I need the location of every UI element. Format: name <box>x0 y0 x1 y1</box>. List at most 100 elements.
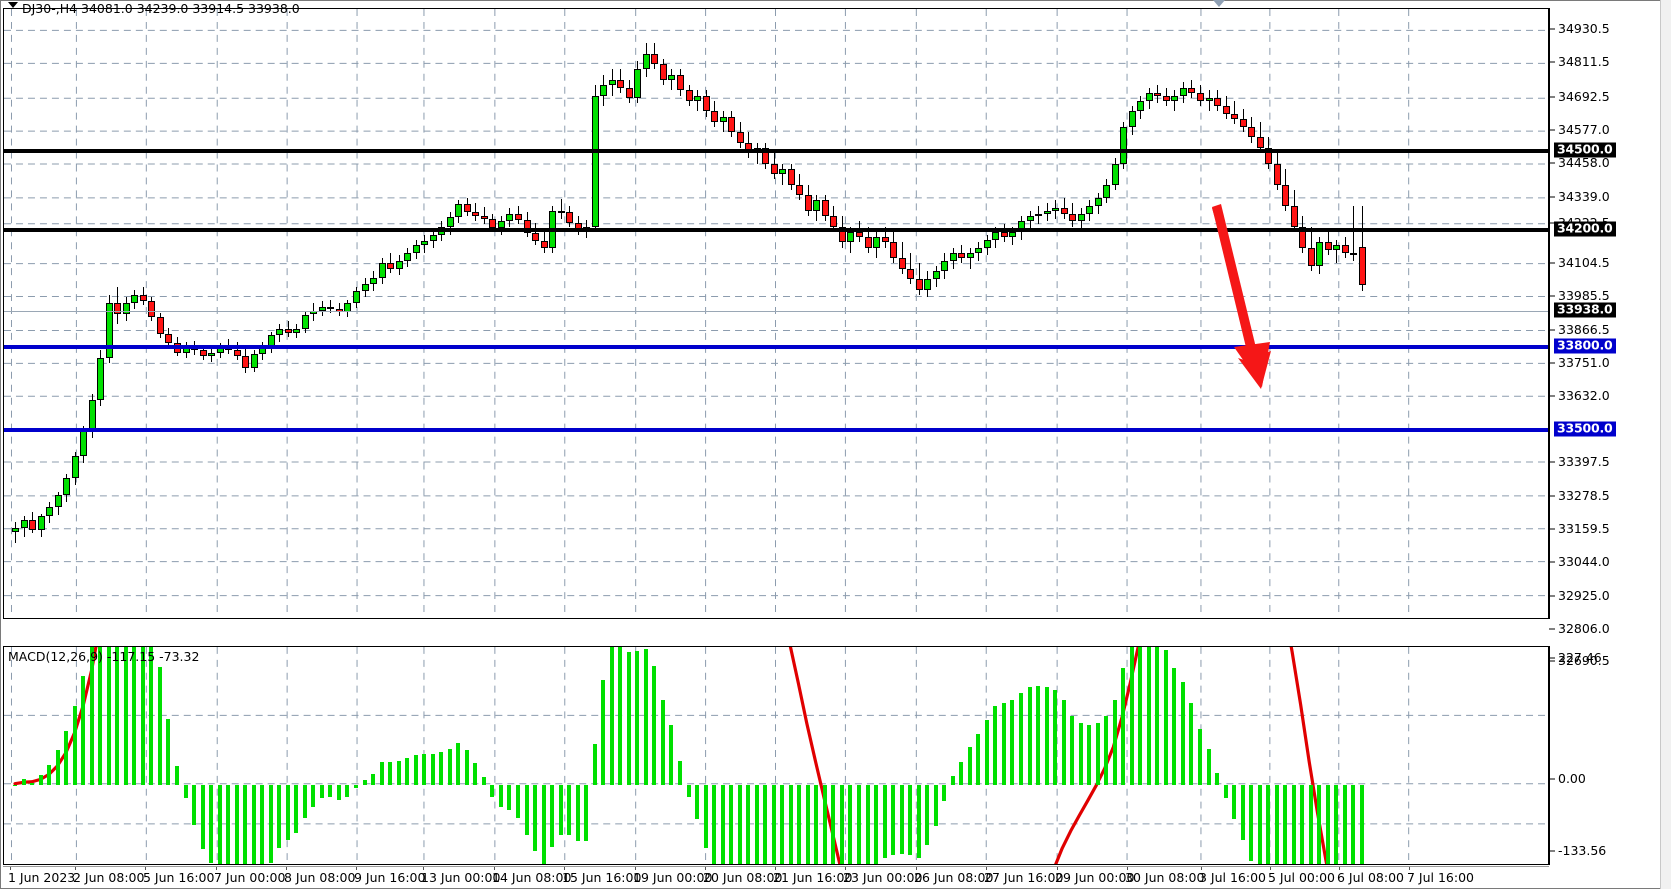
candle-body <box>464 204 471 213</box>
candle-body <box>711 111 718 122</box>
price-level-label-33938-0[interactable]: 33938.0 <box>1554 302 1616 318</box>
macd-histogram-bar <box>695 784 699 820</box>
macd-histogram-bar <box>1215 773 1219 785</box>
macd-chart-panel[interactable] <box>3 646 1549 865</box>
macd-histogram-bar <box>166 718 170 785</box>
price-axis-label: 32806.0 <box>1558 621 1610 636</box>
price-axis-label: 34339.0 <box>1558 189 1610 204</box>
time-axis-tick <box>775 867 776 870</box>
time-axis-tick <box>845 867 846 870</box>
candle-body <box>1299 226 1306 248</box>
macd-histogram-bar <box>149 647 153 785</box>
price-chart-panel[interactable] <box>3 8 1549 619</box>
candle-body <box>80 431 87 457</box>
macd-axis[interactable]: 227.46 0.00 -133.56 <box>1549 646 1671 865</box>
candle-body <box>447 217 454 227</box>
price-axis[interactable]: 34930.5 34811.5 34692.5 34577.0 34500.0 34458… <box>1549 8 1671 667</box>
level-line-current-price-33938[interactable] <box>4 311 1548 312</box>
level-line-resistance-34200[interactable] <box>4 228 1548 232</box>
chart-dropdown-icon[interactable] <box>8 2 18 8</box>
candle-body <box>890 242 897 259</box>
candle-wick <box>1234 100 1235 125</box>
macd-histogram-bar <box>1010 699 1014 785</box>
candle-body <box>1223 106 1230 114</box>
macd-histogram-bar <box>542 784 546 864</box>
candle-body <box>165 334 172 344</box>
price-level-label-33500-0[interactable]: 33500.0 <box>1554 421 1616 437</box>
candle-body <box>1359 247 1366 285</box>
macd-histogram-bar <box>1283 784 1287 864</box>
candle-body <box>950 252 957 261</box>
level-line-support-33800[interactable] <box>4 345 1548 349</box>
macd-histogram-bar <box>968 747 972 785</box>
candle-body <box>737 132 744 143</box>
macd-histogram-bar <box>746 784 750 864</box>
macd-histogram-bar <box>550 784 554 847</box>
candle-wick <box>723 111 724 133</box>
macd-histogram-bar <box>465 750 469 785</box>
macd-histogram-bar <box>303 784 307 818</box>
macd-histogram-bar <box>1266 784 1270 864</box>
macd-histogram-bar <box>1317 784 1321 864</box>
candle-wick <box>885 226 886 248</box>
candle-wick <box>671 69 672 91</box>
macd-histogram-bar <box>209 784 213 863</box>
crosshair-marker-icon <box>1213 0 1225 7</box>
candle-body <box>1308 247 1315 266</box>
candle-body <box>481 216 488 219</box>
time-axis[interactable]: 1 Jun 2023 2 Jun 08:00 5 Jun 16:00 7 Jun 00… <box>3 866 1549 888</box>
macd-histogram-bar <box>1292 784 1296 864</box>
price-axis-label: 33159.5 <box>1558 521 1610 536</box>
candle-body <box>651 53 658 65</box>
macd-histogram-bar <box>439 752 443 785</box>
candle-body <box>566 212 573 223</box>
time-axis-tick <box>1270 867 1271 870</box>
time-axis-label: 29 Jun 00:00 <box>1055 870 1135 885</box>
price-axis-label: 33397.5 <box>1558 454 1610 469</box>
time-axis-tick <box>10 867 11 870</box>
price-axis-rule <box>1549 8 1550 619</box>
macd-histogram-bar <box>124 647 128 785</box>
price-level-label-34200-0[interactable]: 34200.0 <box>1554 221 1616 237</box>
candle-body <box>319 306 326 311</box>
macd-histogram-bar <box>857 784 861 864</box>
macd-histogram-bar <box>601 680 605 785</box>
macd-histogram-bar <box>1275 784 1279 864</box>
price-level-label-33800-0[interactable]: 33800.0 <box>1554 338 1616 354</box>
price-axis-tick <box>1549 262 1555 264</box>
macd-histogram-bar <box>652 666 656 785</box>
price-level-label-34500-0[interactable]: 34500.0 <box>1554 142 1616 158</box>
candle-body <box>1240 119 1247 127</box>
candle-wick <box>1260 121 1261 154</box>
level-line-support-33500[interactable] <box>4 428 1548 432</box>
candle-body <box>1001 231 1008 238</box>
macd-histogram-bar <box>218 784 222 864</box>
time-axis-label: 5 Jun 16:00 <box>143 870 215 885</box>
time-axis-tick <box>1201 867 1202 870</box>
macd-histogram <box>4 647 1548 864</box>
macd-histogram-bar <box>1070 715 1074 785</box>
macd-histogram-bar <box>687 784 691 797</box>
candle-body <box>1154 92 1161 96</box>
macd-histogram-bar <box>243 784 247 864</box>
candle-body <box>1103 184 1110 198</box>
macd-histogram-bar <box>1172 667 1176 785</box>
candle-body <box>830 216 837 227</box>
macd-histogram-bar <box>1036 685 1040 785</box>
time-axis-tick <box>916 867 917 870</box>
candle-body <box>21 520 28 529</box>
macd-histogram-bar <box>64 731 68 785</box>
candle-body <box>1342 245 1349 253</box>
candle-body <box>1069 213 1076 222</box>
time-axis-label: 27 Jun 16:00 <box>984 870 1064 885</box>
time-axis-tick <box>564 867 565 870</box>
candle-body <box>873 237 880 248</box>
candle-body <box>933 271 940 280</box>
macd-histogram-bar <box>942 784 946 801</box>
level-line-resistance-34500[interactable] <box>4 149 1548 153</box>
candle-body <box>29 520 36 530</box>
candle-body <box>643 53 650 70</box>
macd-histogram-bar <box>286 784 290 841</box>
price-axis-label: 33632.0 <box>1558 388 1610 403</box>
time-axis-tick <box>286 867 287 870</box>
